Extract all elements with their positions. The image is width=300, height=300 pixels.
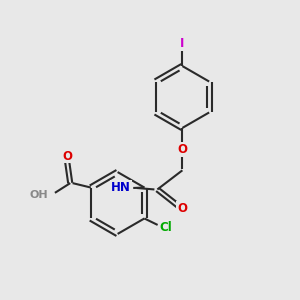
Text: O: O xyxy=(177,202,188,215)
Text: O: O xyxy=(62,149,72,163)
Text: OH: OH xyxy=(30,190,48,200)
Text: Cl: Cl xyxy=(159,221,172,234)
Text: HN: HN xyxy=(111,181,131,194)
Text: O: O xyxy=(177,142,188,156)
Text: I: I xyxy=(180,37,184,50)
